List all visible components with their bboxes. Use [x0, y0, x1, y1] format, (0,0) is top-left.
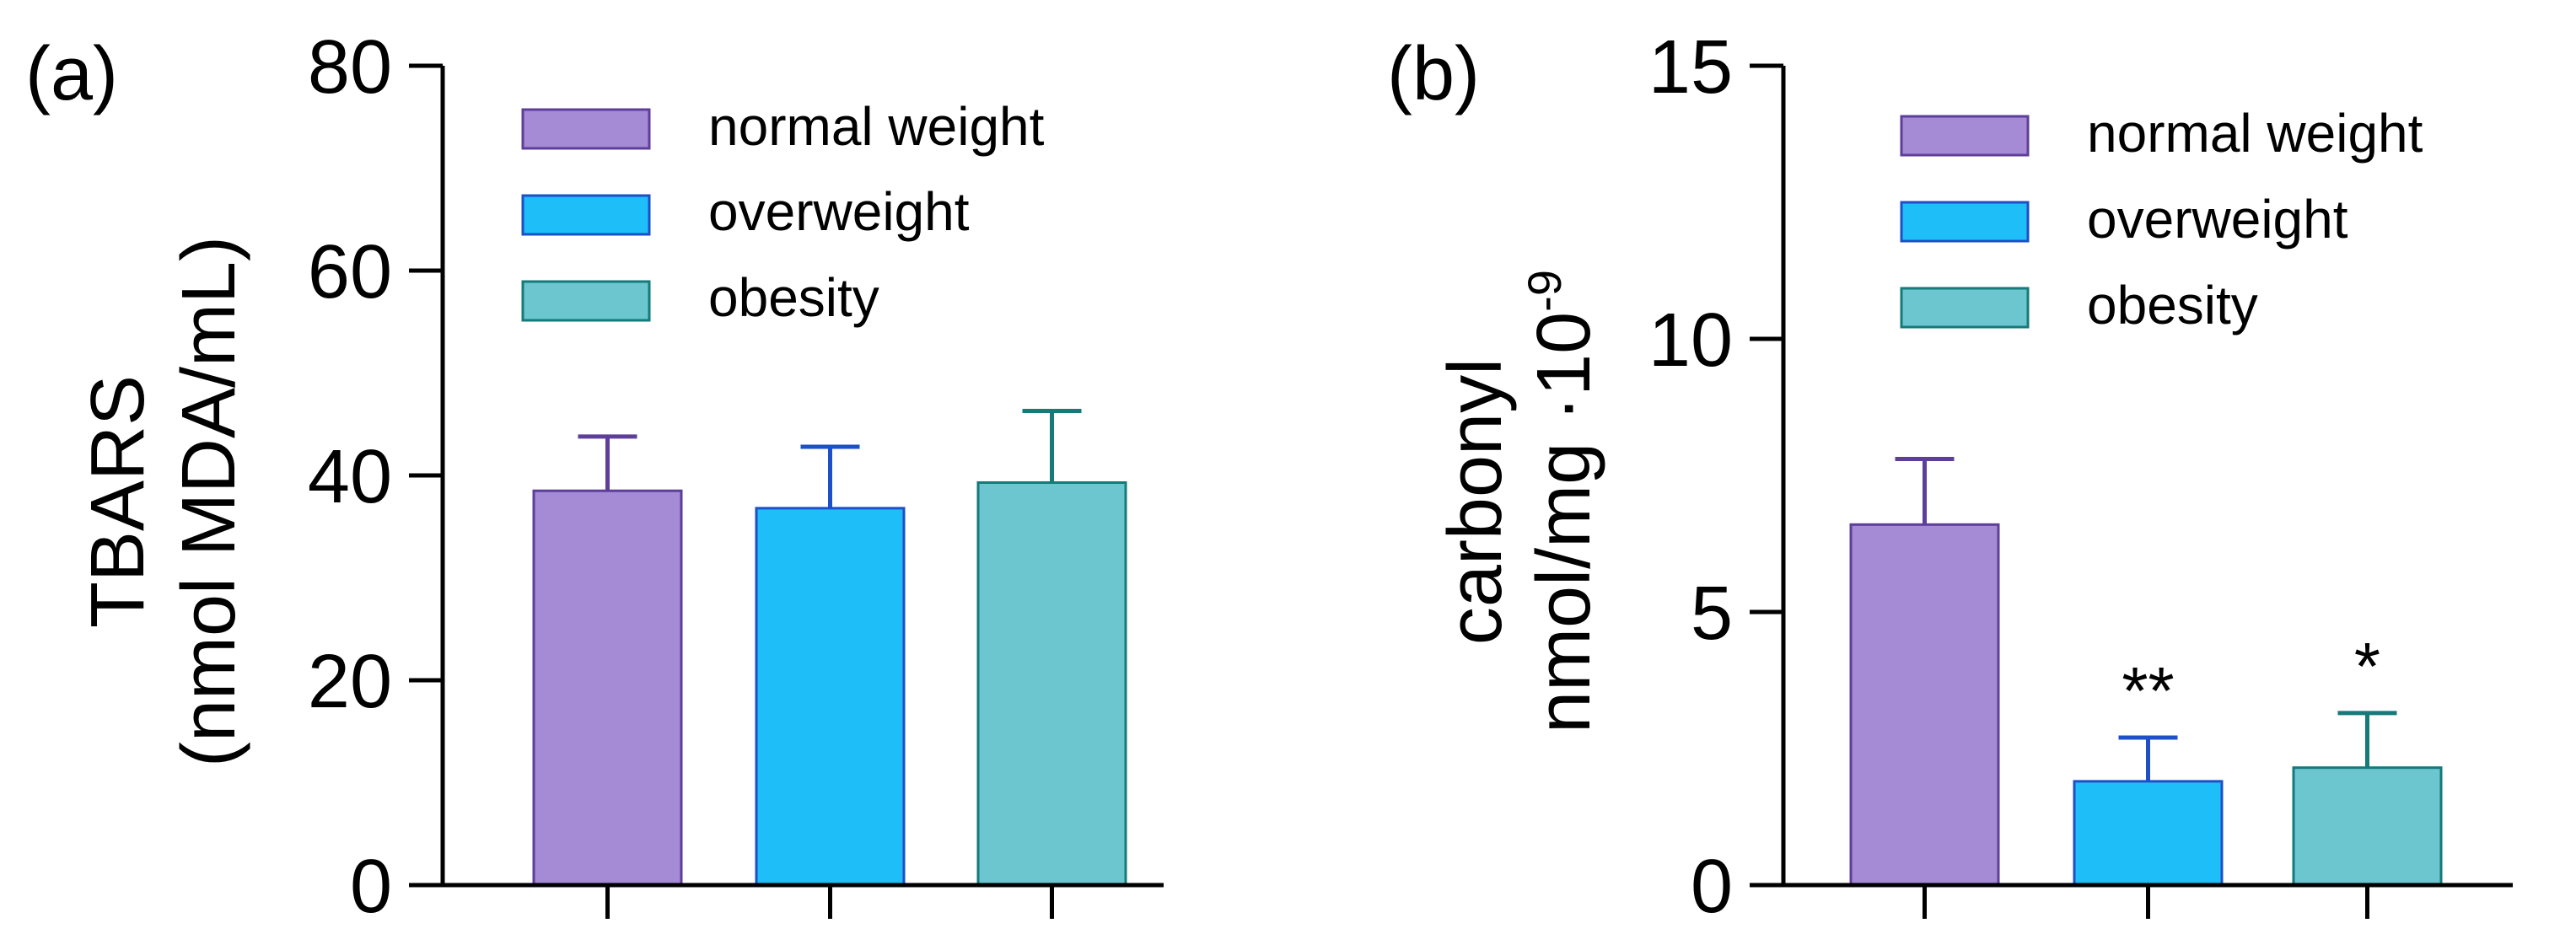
panel-a-legend: normal weight overweight obesity — [521, 96, 1045, 328]
panel-a-x-ticks — [605, 885, 1054, 919]
panel-a-ylabel-line2: (nmol MDA/mL) — [167, 236, 251, 767]
bar-overweight — [2073, 780, 2224, 887]
panel-b-ylabel-line2-text: nmol/mg ·10 — [1522, 312, 1606, 733]
panel-b-ylabel-superscript: -9 — [1518, 270, 1571, 312]
legend-label-overweight: overweight — [2087, 189, 2348, 250]
y-tick-label: 0 — [350, 845, 392, 929]
y-tick-label: 60 — [308, 230, 392, 314]
panel-b-ylabel-line2: nmol/mg ·10-9 — [1518, 270, 1606, 733]
bar-overweight — [755, 507, 906, 887]
legend-swatch-normal-weight — [1900, 115, 2030, 157]
y-tick-label: 0 — [1691, 845, 1733, 929]
panel-b-legend: normal weight overweight obesity — [1900, 103, 2423, 335]
panel-b-x-ticks — [1923, 885, 2369, 919]
legend-label-normal-weight: normal weight — [2087, 103, 2423, 164]
panel-a-y-ticks: 0 20 40 60 80 — [308, 25, 443, 929]
panel-b-bars — [1849, 523, 2443, 887]
legend-swatch-normal-weight — [521, 108, 651, 150]
legend-label-obesity: obesity — [2087, 275, 2258, 335]
legend-swatch-obesity — [521, 280, 651, 322]
panel-b-error-bars — [1895, 457, 2397, 781]
legend-label-obesity: obesity — [708, 267, 879, 328]
panel-b-ylabel-line1: carbonyl — [1433, 358, 1518, 645]
bar-obesity — [976, 481, 1127, 887]
panel-b-y-ticks: 0 5 10 15 — [1648, 25, 1783, 929]
y-tick-label: 20 — [308, 640, 392, 724]
legend-label-overweight: overweight — [708, 181, 970, 242]
y-tick-label: 10 — [1648, 298, 1733, 383]
bar-normal-weight — [1849, 523, 2000, 887]
panel-a-error-bars — [578, 408, 1082, 508]
bar-obesity — [2292, 766, 2443, 887]
bar-normal-weight — [532, 489, 683, 887]
panel-a-chart: (a) TBARS (nmol MDA/mL) 0 20 40 60 80 normal… — [25, 25, 1164, 929]
panel-a-ylabel-line1: TBARS — [76, 375, 160, 628]
panel-a-bars — [532, 481, 1127, 887]
y-tick-label: 80 — [308, 25, 392, 110]
panel-b-significance: ** * — [2122, 629, 2380, 728]
panel-a-label: (a) — [25, 32, 118, 116]
legend-label-normal-weight: normal weight — [708, 96, 1045, 157]
legend-swatch-overweight — [521, 194, 651, 236]
y-tick-label: 15 — [1648, 25, 1733, 110]
significance-obesity: * — [2354, 629, 2380, 704]
y-tick-label: 40 — [308, 435, 392, 519]
legend-swatch-overweight — [1900, 201, 2030, 243]
panel-b-label: (b) — [1387, 32, 1480, 116]
significance-overweight: ** — [2122, 653, 2174, 728]
y-tick-label: 5 — [1691, 572, 1733, 656]
legend-swatch-obesity — [1900, 287, 2030, 329]
